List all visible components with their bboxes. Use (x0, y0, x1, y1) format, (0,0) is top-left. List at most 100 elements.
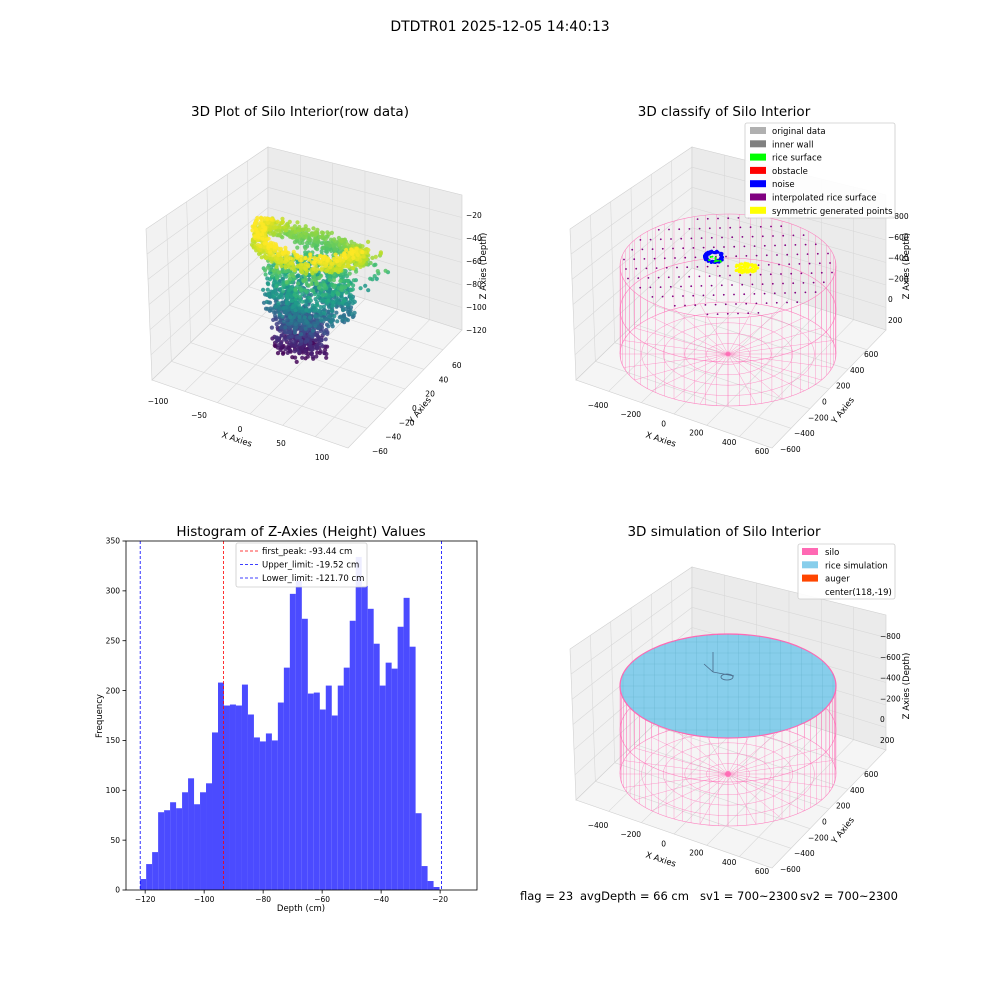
y-tick-label: 600 (864, 770, 879, 779)
data-point (288, 276, 293, 282)
data-point (343, 285, 348, 290)
interpolated-point (688, 275, 691, 278)
histogram-bar (200, 792, 207, 890)
data-point (265, 265, 271, 270)
data-point (274, 264, 279, 269)
data-point (311, 328, 316, 333)
silo-center-marker (725, 351, 731, 357)
interpolated-point (708, 227, 711, 230)
interpolated-point (808, 262, 811, 265)
wire-radial (699, 773, 729, 825)
interpolated-point (780, 273, 782, 275)
legend-label: noise (772, 180, 795, 190)
data-point (334, 310, 339, 315)
y-tick-label: −600 (780, 865, 801, 874)
y-tick-label: 100 (106, 786, 121, 795)
data-point (285, 350, 290, 355)
x-tick-label: −100 (194, 895, 215, 904)
histogram-bar (319, 709, 326, 890)
x-tick-label: 200 (689, 849, 704, 858)
interpolated-point (671, 295, 674, 298)
data-point (256, 235, 261, 240)
data-point (309, 347, 314, 352)
y-tick-label: 0 (115, 886, 120, 895)
data-point (311, 266, 316, 271)
data-point (320, 293, 326, 298)
noise-point (716, 250, 720, 254)
wire-radial (727, 327, 822, 355)
x-tick-label: −80 (255, 895, 271, 904)
interpolated-point (712, 294, 715, 296)
panel-title: 3D simulation of Silo Interior (627, 524, 821, 540)
wire-radial (727, 308, 783, 355)
interpolated-point (712, 246, 715, 249)
data-point (281, 289, 286, 294)
data-point (287, 341, 293, 346)
data-point (298, 332, 304, 337)
interpolated-point (788, 263, 791, 266)
interpolated-point (773, 292, 776, 295)
data-point (318, 259, 323, 264)
data-point (337, 301, 342, 306)
wire-radial (673, 308, 729, 355)
interpolated-point (784, 292, 786, 294)
wire-radial (699, 303, 729, 355)
interpolated-point (810, 272, 813, 274)
interpolated-point (678, 228, 681, 231)
x-tick-label: 600 (755, 447, 770, 456)
interpolated-point (692, 247, 695, 249)
data-point (307, 323, 313, 328)
data-point (337, 268, 342, 273)
data-point (288, 256, 293, 261)
data-point (258, 247, 263, 252)
noise-point (720, 255, 724, 259)
data-point (284, 301, 289, 306)
interpolated-point (739, 274, 742, 277)
data-point (324, 316, 329, 321)
symmetric-point (740, 270, 743, 274)
interpolated-point (741, 236, 744, 238)
data-point (344, 290, 349, 295)
data-point (313, 323, 318, 328)
interpolated-point (663, 257, 666, 260)
y-tick-label: 150 (106, 736, 121, 745)
histogram-bar (295, 580, 302, 890)
data-point (276, 343, 281, 348)
data-point (329, 261, 334, 266)
interpolated-point (668, 228, 670, 231)
data-point (299, 266, 304, 271)
data-point (307, 257, 312, 262)
interpolated-point (751, 235, 754, 238)
y-tick-label: −400 (794, 849, 815, 858)
interpolated-point (786, 301, 788, 304)
data-point (280, 351, 286, 356)
histogram-bar (355, 556, 362, 890)
data-point (303, 288, 308, 293)
histogram-bar (182, 792, 189, 890)
interpolated-point (719, 227, 721, 229)
data-point (361, 254, 366, 259)
interpolated-point (706, 265, 709, 268)
y-tick-label: 200 (836, 382, 851, 391)
y-tick-label: 600 (864, 350, 879, 359)
interpolated-point (765, 254, 768, 257)
histogram-bar (409, 646, 416, 890)
data-point (304, 302, 309, 307)
legend-frame (797, 543, 896, 600)
data-point (330, 300, 335, 305)
data-point (269, 308, 274, 313)
legend-swatch (750, 206, 766, 214)
symmetric-point (737, 270, 741, 274)
axis-ticks: −400 −200 0 200 400 600 −600 −400 −200 0 200 400 600… (588, 632, 901, 876)
data-point (337, 315, 342, 320)
data-point (338, 246, 343, 251)
data-point (329, 248, 334, 253)
data-point (293, 322, 298, 327)
data-point (268, 231, 273, 236)
wire-radial (727, 340, 833, 355)
data-point (297, 224, 302, 230)
interpolated-point (694, 304, 697, 307)
data-point (282, 225, 287, 230)
interpolated-point (757, 264, 760, 266)
data-point (293, 343, 298, 348)
